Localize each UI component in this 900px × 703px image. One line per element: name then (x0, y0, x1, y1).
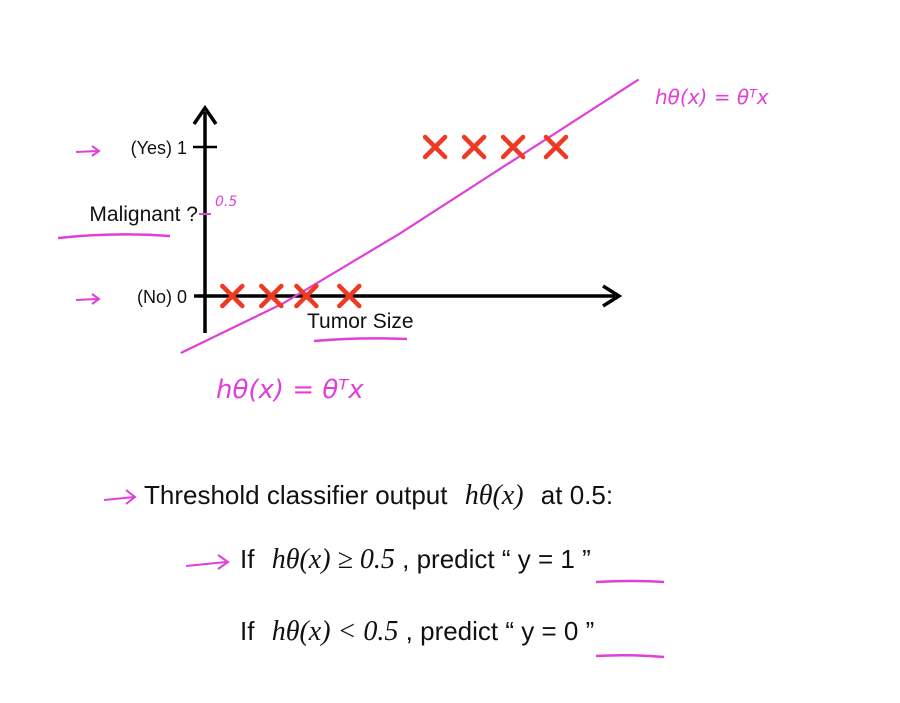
data-point-3 (337, 283, 362, 309)
y-tick-label-1: (Yes) 1 (131, 138, 187, 158)
data-point-1 (259, 283, 284, 309)
hypothesis-annotation-top: hθ(x) = θᵀx (655, 85, 769, 109)
underline-y1 (595, 579, 665, 584)
rule-intro-math: hθ(x) (465, 480, 524, 511)
rule-1-label: y = 1 (518, 544, 575, 574)
rule-1-close: ” (582, 544, 591, 574)
underline-y0 (595, 653, 665, 659)
threshold-rule: Threshold classifier output hθ(x) at 0.5… (144, 480, 613, 511)
hypothesis-annotation-bottom: hθ(x) = θᵀx (216, 375, 364, 405)
y-axis-label: Malignant ? (89, 203, 198, 226)
rule-2-label: y = 0 (521, 616, 578, 646)
rule-predict-0: If hθ(x) < 0.5 , predict “ y = 0 ” (240, 616, 594, 647)
rule-intro-text: Threshold classifier output (144, 480, 448, 510)
fit-line-layer (180, 78, 640, 354)
rule-2-close: ” (586, 616, 595, 646)
rule-predict-1: If hθ(x) ≥ 0.5 , predict “ y = 1 ” (240, 544, 591, 575)
rule-2-predict: , predict “ (406, 616, 514, 646)
rule-2-math: hθ(x) < 0.5 (272, 616, 399, 647)
underline-malignant (57, 233, 171, 240)
rule-intro-suffix: at 0.5: (541, 480, 613, 510)
rule-1-if: If (240, 544, 255, 574)
data-point-0 (220, 283, 245, 309)
pen-arrow-rule-intro (103, 489, 137, 505)
x-axis-label: Tumor Size (307, 310, 414, 333)
data-point-7 (543, 134, 569, 160)
rule-1-predict: , predict “ (402, 544, 510, 574)
pen-arrow-rule-1 (185, 554, 230, 570)
data-point-2 (294, 283, 319, 309)
data-point-5 (461, 134, 487, 160)
hypothesis-fit-line (180, 78, 640, 354)
underline-tumor-size (313, 337, 408, 343)
data-point-6 (500, 134, 526, 160)
data-point-4 (422, 134, 448, 160)
threshold-annotation: 0.5 (215, 194, 237, 210)
rule-1-math: hθ(x) ≥ 0.5 (272, 544, 395, 575)
y-axis-arrowhead (192, 104, 218, 125)
x-axis-arrowhead (602, 284, 623, 308)
data-points (220, 134, 569, 309)
pen-arrow-yes (75, 145, 101, 157)
pen-arrow-no (75, 293, 101, 305)
y-tick-label-0: (No) 0 (137, 287, 187, 307)
rule-2-if: If (240, 616, 255, 646)
